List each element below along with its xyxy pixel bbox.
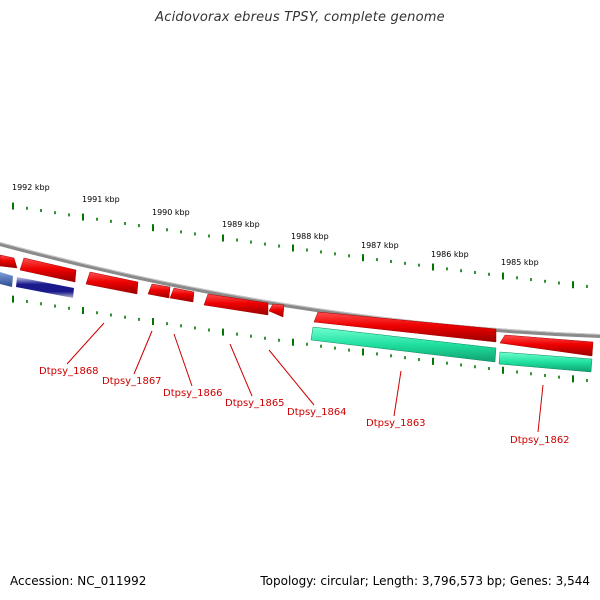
gene-arrow-1866b[interactable] xyxy=(169,287,195,303)
gene-arrow-1863-forward[interactable] xyxy=(313,311,497,343)
gene-arrow-left-edge[interactable] xyxy=(0,254,18,269)
leader-line-1868 xyxy=(66,322,105,365)
scale-label-1985: 1985 kbp xyxy=(501,258,539,267)
gene-leader-lines xyxy=(66,322,544,433)
leader-line-1864 xyxy=(268,349,315,406)
gene-label-1865[interactable]: Dtpsy_1865 xyxy=(225,398,285,409)
genome-summary-text: Topology: circular; Length: 3,796,573 bp… xyxy=(260,574,590,588)
gene-arrow-1864[interactable] xyxy=(268,303,285,318)
gene-arrow-1862-reverse[interactable] xyxy=(498,351,593,373)
map-title: Acidovorax ebreus TPSY, complete genome xyxy=(155,10,445,25)
genome-backbone-highlight xyxy=(0,242,600,335)
scale-label-1992: 1992 kbp xyxy=(12,183,50,192)
genome-backbone xyxy=(0,242,600,338)
scale-label-1990: 1990 kbp xyxy=(152,208,190,217)
accession-text: Accession: NC_011992 xyxy=(10,574,147,588)
leader-line-1862 xyxy=(537,384,544,433)
leader-line-1866 xyxy=(173,333,193,387)
scale-label-1988: 1988 kbp xyxy=(291,232,329,241)
scale-label-1991: 1991 kbp xyxy=(82,195,120,204)
navy-feature[interactable] xyxy=(16,277,74,298)
gene-label-1863[interactable]: Dtpsy_1863 xyxy=(366,418,426,429)
scale-label-1989: 1989 kbp xyxy=(222,220,260,229)
gene-arrow-1863-reverse[interactable] xyxy=(310,326,497,363)
scale-label-1987: 1987 kbp xyxy=(361,241,399,250)
scale-ruler xyxy=(12,202,588,289)
gene-labels: Dtpsy_1868 Dtpsy_1867 Dtpsy_1866 Dtpsy_1… xyxy=(39,366,570,446)
gene-label-1862[interactable]: Dtpsy_1862 xyxy=(510,435,570,446)
gene-arrow-1867-forward[interactable] xyxy=(85,271,139,295)
leader-line-1865 xyxy=(229,343,253,397)
gene-label-1868[interactable]: Dtpsy_1868 xyxy=(39,366,99,377)
gene-label-1867[interactable]: Dtpsy_1867 xyxy=(102,376,162,387)
gene-arrow-1866a[interactable] xyxy=(147,283,171,299)
gene-arrow-1862-forward[interactable] xyxy=(499,334,594,357)
gene-arrow-1865[interactable] xyxy=(203,293,269,316)
scale-label-1986: 1986 kbp xyxy=(431,250,469,259)
scale-labels: 1992 kbp 1991 kbp 1990 kbp 1989 kbp 1988… xyxy=(12,183,539,267)
inner-tick-row xyxy=(12,295,588,383)
forward-genes xyxy=(0,254,594,357)
leader-line-1863 xyxy=(393,370,402,417)
gene-label-1864[interactable]: Dtpsy_1864 xyxy=(287,407,347,418)
blue-features xyxy=(0,272,74,298)
leader-line-1867 xyxy=(133,330,153,375)
blue-feature-edge[interactable] xyxy=(0,272,13,287)
gene-arrow-1868-forward[interactable] xyxy=(19,257,77,283)
gene-label-1866[interactable]: Dtpsy_1866 xyxy=(163,388,223,399)
reverse-genes xyxy=(310,326,593,373)
